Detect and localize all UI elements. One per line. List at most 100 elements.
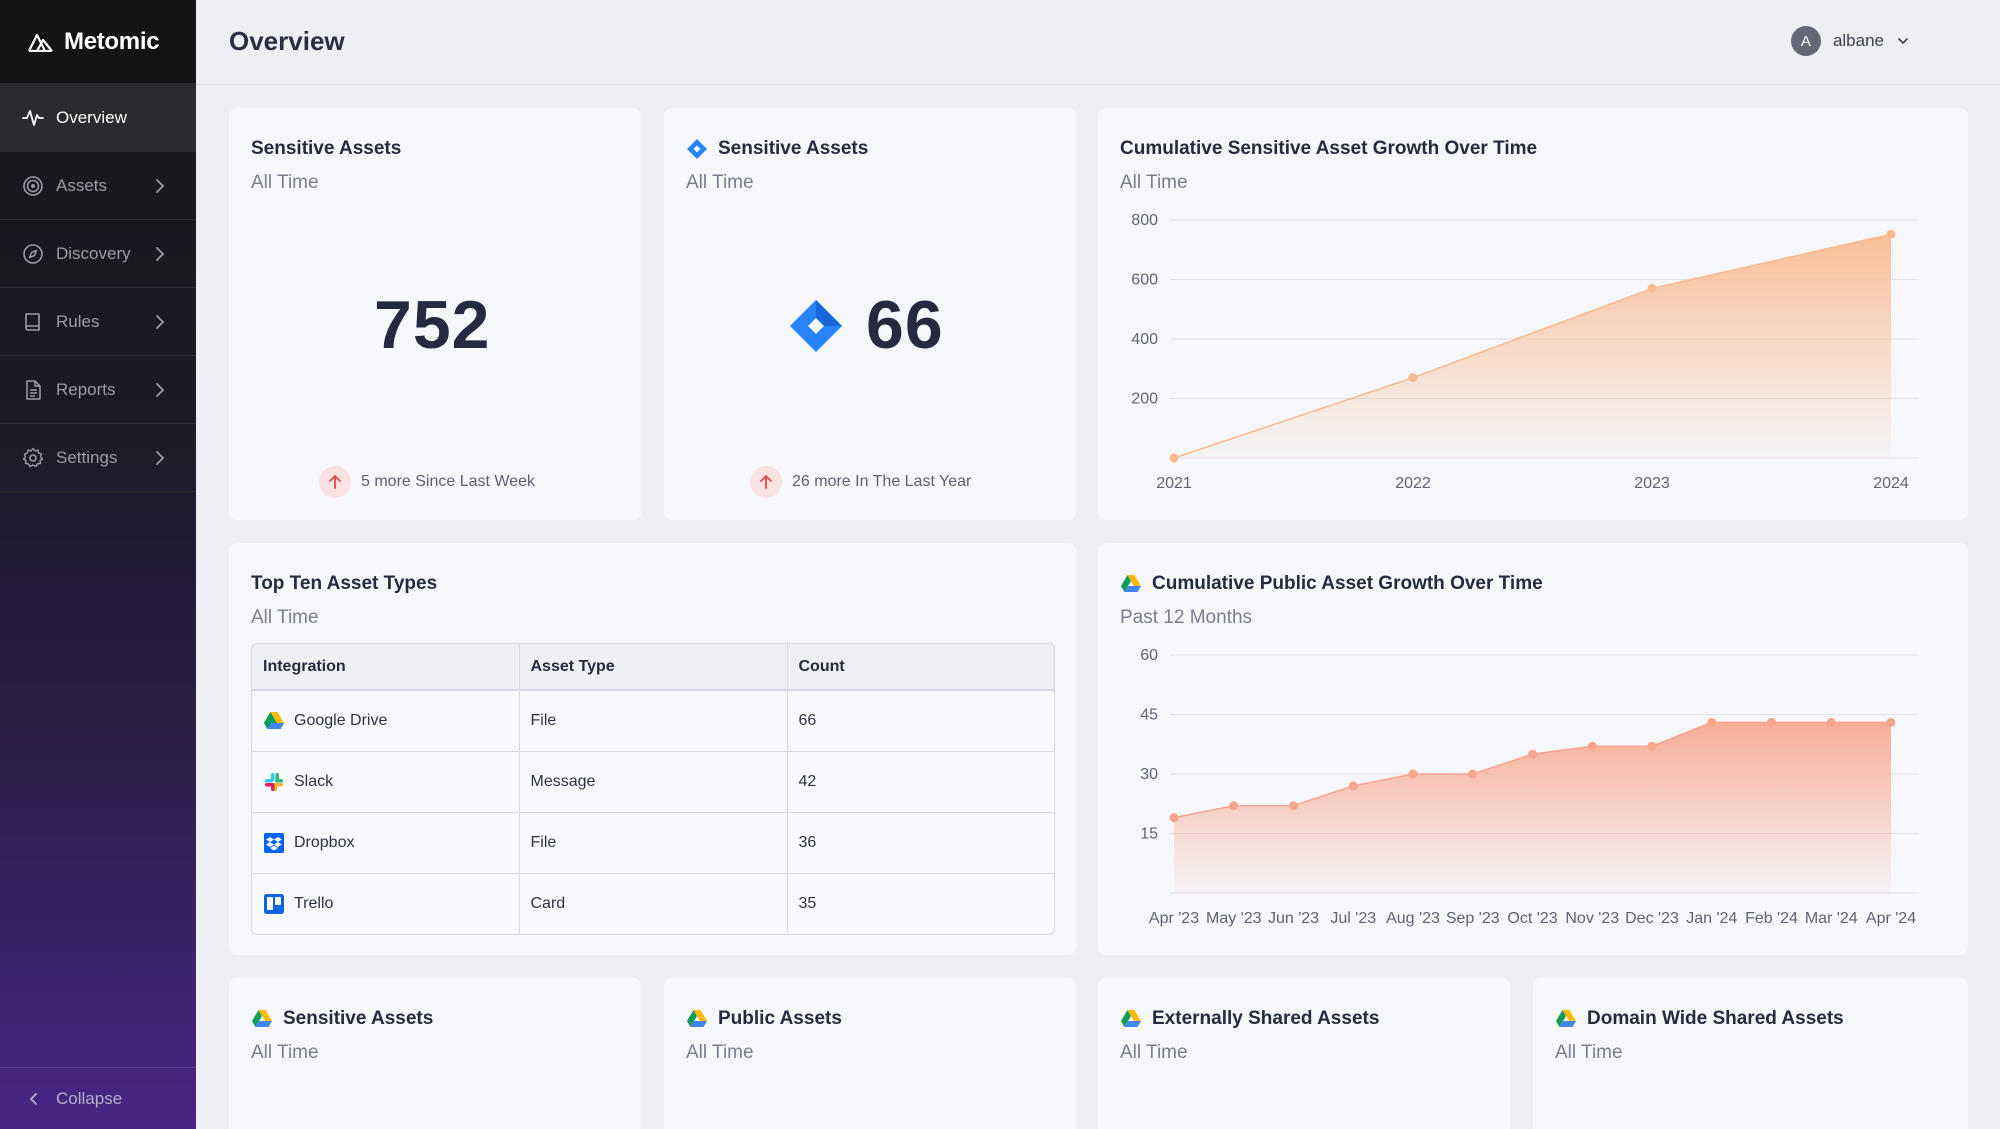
data-point[interactable]	[1647, 741, 1657, 751]
table-row[interactable]: Slack Message 42	[252, 750, 1054, 812]
arrow-up-icon	[750, 466, 782, 498]
user-menu[interactable]: A albane	[1790, 26, 1910, 56]
trend-indicator: 26 more In The Last Year	[750, 466, 971, 498]
x-tick-label: Mar '24	[1805, 910, 1858, 927]
column-header-integration[interactable]: Integration	[252, 644, 520, 691]
drive-public-assets-card: Public Assets All Time	[664, 978, 1076, 1129]
google-drive-icon	[1121, 1010, 1141, 1027]
data-point[interactable]	[1647, 283, 1657, 293]
sidebar-item-label: Discovery	[56, 243, 131, 263]
dropbox-icon	[263, 832, 285, 854]
table-row[interactable]: Dropbox File 36	[252, 811, 1054, 873]
data-point[interactable]	[1707, 717, 1717, 727]
data-point[interactable]	[1169, 453, 1179, 463]
sensitive-growth-card: Cumulative Sensitive Asset Growth Over T…	[1098, 108, 1968, 520]
card-title: Sensitive Assets	[251, 138, 402, 159]
sidebar-item-label: Settings	[56, 447, 118, 467]
asset-type-cell: Card	[519, 872, 788, 934]
x-tick-label: Jun '23	[1268, 910, 1319, 927]
activity-icon	[22, 107, 44, 129]
x-tick-label: Jan '24	[1686, 910, 1737, 927]
page-title: Overview	[229, 26, 345, 56]
jira-icon	[790, 300, 842, 352]
card-title: Cumulative Sensitive Asset Growth Over T…	[1120, 138, 1538, 159]
data-point[interactable]	[1408, 373, 1418, 383]
asset-type-cell: File	[519, 811, 788, 873]
data-point[interactable]	[1348, 781, 1358, 791]
integration-cell: Trello	[252, 872, 520, 934]
data-point[interactable]	[1169, 813, 1179, 823]
sidebar-item-rules[interactable]: Rules	[0, 288, 196, 356]
x-tick-label: Sep '23	[1446, 910, 1500, 927]
data-point[interactable]	[1528, 749, 1537, 759]
card-subtitle: All Time	[686, 172, 754, 193]
sidebar-item-label: Assets	[56, 175, 108, 195]
x-tick-label: 2021	[1156, 475, 1192, 492]
x-tick-label: Apr '24	[1866, 910, 1916, 927]
x-tick-label: Aug '23	[1386, 910, 1440, 927]
avatar: A	[1790, 26, 1821, 56]
column-header-count[interactable]: Count	[787, 644, 1054, 691]
data-point[interactable]	[1767, 717, 1776, 727]
column-header-asset-type[interactable]: Asset Type	[519, 644, 788, 691]
user-name: albane	[1832, 31, 1884, 50]
sidebar-item-discovery[interactable]: Discovery	[0, 220, 196, 288]
public-growth-chart: 15 30 45 60 Apr '23 May '23 Jun '23 Jul '23 Aug …	[1140, 647, 1919, 927]
page-header: Overview A albane	[196, 0, 2000, 85]
book-icon	[22, 311, 44, 333]
data-point[interactable]	[1826, 717, 1836, 727]
x-tick-label: Dec '23	[1625, 910, 1679, 927]
card-subtitle: All Time	[686, 1042, 754, 1063]
series-area	[1174, 722, 1891, 893]
x-tick-label: Nov '23	[1565, 910, 1619, 927]
trello-icon	[263, 893, 285, 915]
data-point[interactable]	[1229, 801, 1239, 811]
integration-name: Dropbox	[294, 833, 355, 851]
x-tick-label: Jul '23	[1330, 910, 1376, 927]
table-header-row: Integration Asset Type Count	[252, 644, 1054, 691]
chevron-right-icon	[156, 315, 165, 329]
integration-name: Slack	[294, 772, 334, 790]
gear-icon	[22, 447, 44, 469]
card-title-text: Cumulative Public Asset Growth Over Time	[1152, 573, 1543, 594]
sidebar-item-assets[interactable]: Assets	[0, 152, 196, 220]
card-title-text: Externally Shared Assets	[1152, 1008, 1380, 1029]
public-growth-card: Cumulative Public Asset Growth Over Time…	[1098, 543, 1968, 955]
table-row[interactable]: Google Drive File 66	[252, 689, 1054, 751]
card-title-text: Sensitive Assets	[718, 138, 869, 159]
card-title: Public Assets	[686, 1008, 842, 1030]
integration-cell: Slack	[252, 750, 520, 812]
chevron-left-icon	[29, 1092, 37, 1105]
chevron-right-icon	[156, 179, 165, 193]
card-title-text: Sensitive Assets	[283, 1008, 434, 1029]
integration-cell: Dropbox	[252, 811, 520, 873]
collapse-button[interactable]: Collapse	[0, 1067, 196, 1129]
table-row[interactable]: Trello Card 35	[252, 872, 1054, 934]
card-title-text: Public Assets	[718, 1008, 842, 1029]
chevron-right-icon	[156, 383, 165, 397]
document-icon	[22, 379, 44, 401]
card-subtitle: All Time	[251, 172, 319, 193]
y-tick-label: 200	[1131, 391, 1158, 408]
data-point[interactable]	[1886, 717, 1896, 727]
sidebar-item-overview[interactable]: Overview	[0, 84, 196, 152]
count-cell: 35	[787, 872, 1054, 934]
data-point[interactable]	[1289, 801, 1298, 811]
google-drive-icon	[263, 710, 285, 732]
trend-indicator: 5 more Since Last Week	[319, 466, 535, 498]
data-point[interactable]	[1408, 769, 1418, 779]
sidebar-item-label: Overview	[56, 107, 127, 127]
card-subtitle: Past 12 Months	[1120, 607, 1253, 628]
sidebar-item-label: Rules	[56, 311, 100, 331]
data-point[interactable]	[1587, 741, 1597, 751]
drive-externally-shared-card: Externally Shared Assets All Time	[1098, 978, 1510, 1129]
x-tick-label: 2023	[1634, 475, 1670, 492]
data-point[interactable]	[1886, 229, 1896, 239]
chevron-right-icon	[156, 451, 165, 465]
sidebar-item-reports[interactable]: Reports	[0, 356, 196, 424]
brand[interactable]: Metomic	[0, 0, 196, 84]
sidebar-item-settings[interactable]: Settings	[0, 424, 196, 492]
y-tick-label: 60	[1140, 647, 1158, 664]
data-point[interactable]	[1468, 769, 1478, 779]
x-tick-label: May '23	[1206, 910, 1262, 927]
